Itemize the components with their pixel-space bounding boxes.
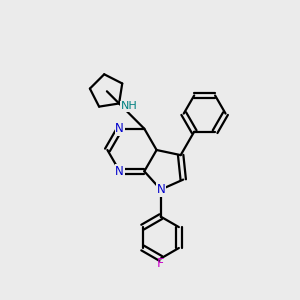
Text: N: N (115, 122, 124, 135)
Text: NH: NH (120, 101, 137, 111)
Text: F: F (157, 257, 164, 270)
Text: N: N (156, 183, 165, 196)
Text: N: N (115, 165, 124, 178)
